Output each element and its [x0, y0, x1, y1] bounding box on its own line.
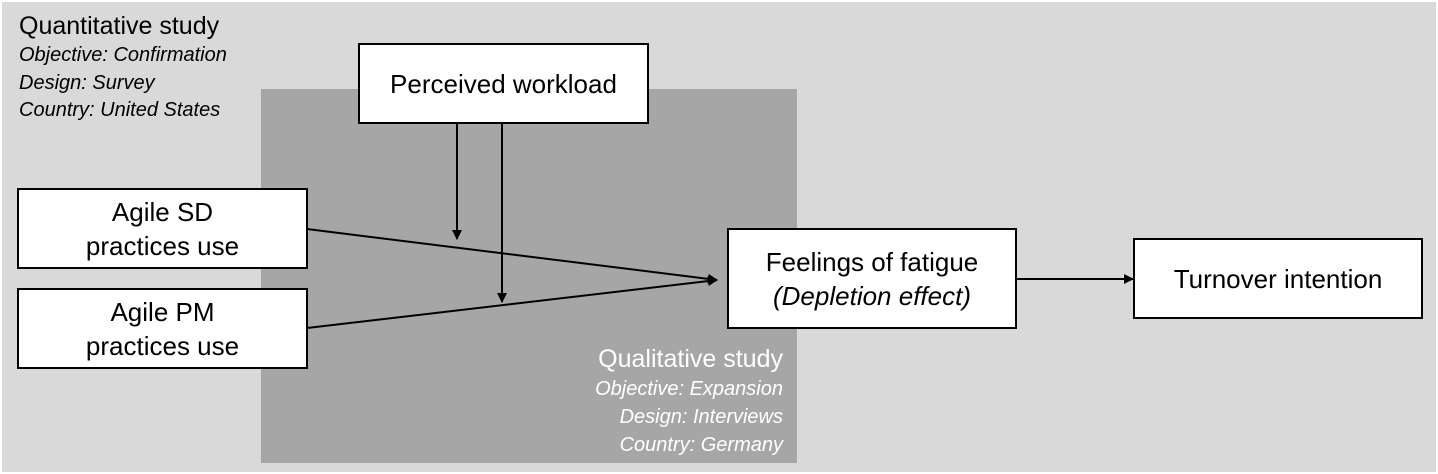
- quantitative-study-objective: Objective: Confirmation: [19, 44, 227, 66]
- feelings-of-fatigue-line1: Feelings of fatigue: [765, 246, 979, 277]
- qualitative-study-title: Qualitative study: [598, 345, 783, 373]
- agile-pm-line1: Agile PM: [110, 296, 215, 327]
- quantitative-study-design: Design: Survey: [19, 71, 155, 94]
- feelings-of-fatigue-box: Feelings of fatigue (Depletion effect): [727, 228, 1017, 329]
- quantitative-study-label: Quantitative study Objective: Confirmati…: [19, 10, 227, 125]
- depletion-effect-label: (Depletion effect): [773, 280, 971, 311]
- turnover-intention-box: Turnover intention: [1133, 238, 1423, 319]
- perceived-workload-label: Perceived workload: [390, 68, 617, 99]
- agile-sd-box: Agile SD practices use: [17, 188, 308, 269]
- turnover-intention-label: Turnover intention: [1173, 263, 1383, 294]
- perceived-workload-box: Perceived workload: [358, 43, 649, 124]
- qualitative-study-country: Country: Germany: [619, 434, 783, 456]
- agile-sd-line1: Agile SD: [111, 196, 214, 227]
- quantitative-study-title: Quantitative study: [19, 12, 220, 40]
- qualitative-study-design: Design: Interviews: [619, 406, 783, 428]
- qualitative-study-label: Qualitative study Objective: Expansion D…: [595, 343, 783, 459]
- agile-pm-line2: practices use: [85, 330, 240, 361]
- arrow-agile-sd-to-fatigue: [306, 228, 718, 284]
- agile-pm-box: Agile PM practices use: [17, 288, 308, 369]
- arrow-agile-pm-to-fatigue: [306, 276, 718, 329]
- qualitative-study-objective: Objective: Expansion: [595, 378, 783, 400]
- agile-sd-line2: practices use: [85, 230, 240, 261]
- quantitative-study-country: Country: United States: [19, 99, 221, 121]
